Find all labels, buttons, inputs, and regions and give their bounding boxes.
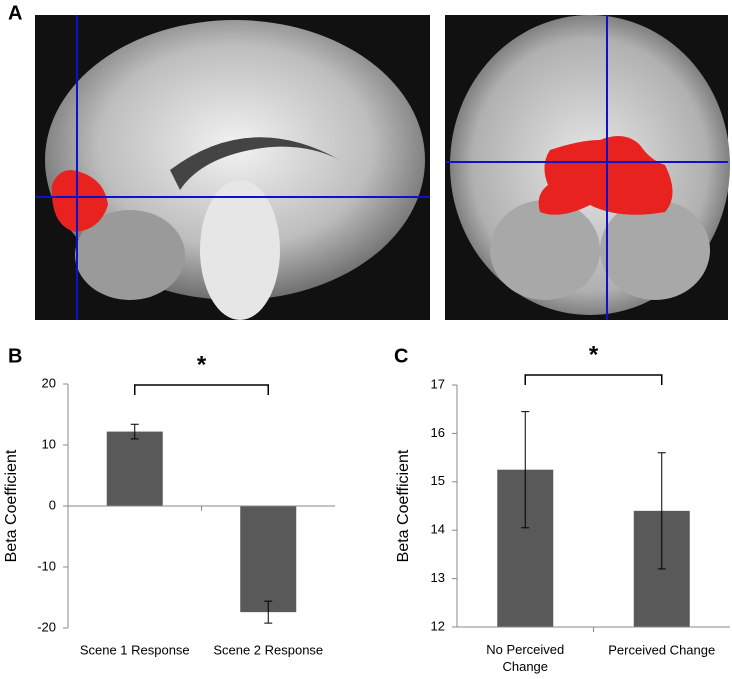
y-tick-label: 20 bbox=[42, 375, 56, 390]
y-tick-label: -10 bbox=[37, 558, 56, 573]
y-tick-label: 17 bbox=[431, 376, 445, 391]
y-tick-label: 10 bbox=[42, 436, 56, 451]
bar bbox=[240, 506, 297, 613]
y-tick-label: 13 bbox=[431, 570, 445, 585]
x-tick-label: Scene 1 Response bbox=[80, 642, 190, 657]
significance-bracket bbox=[134, 384, 269, 395]
y-tick-label: -20 bbox=[37, 619, 56, 634]
significance-marker: * bbox=[589, 341, 599, 368]
error-bar bbox=[521, 411, 530, 529]
coronal-image bbox=[445, 15, 730, 320]
x-tick-label: Perceived Change bbox=[608, 642, 715, 657]
panel-label: B bbox=[8, 345, 22, 367]
sagittal-image bbox=[35, 15, 430, 320]
y-tick-label: 12 bbox=[431, 618, 445, 633]
error-bar bbox=[657, 452, 666, 570]
error-bar bbox=[264, 600, 273, 624]
x-tick-label: Scene 2 Response bbox=[213, 642, 323, 657]
significance-bracket bbox=[524, 374, 663, 385]
y-tick-label: 0 bbox=[49, 497, 56, 512]
x-tick-label: No Perceived Change bbox=[486, 642, 564, 674]
y-tick-label: 16 bbox=[431, 425, 445, 440]
significance-marker: * bbox=[197, 351, 207, 378]
bar bbox=[106, 431, 163, 506]
y-axis-label: Beta Coefficient bbox=[3, 449, 20, 562]
y-tick-label: 15 bbox=[431, 473, 445, 488]
error-bar bbox=[130, 423, 139, 440]
y-axis-label: Beta Coefficient bbox=[395, 449, 412, 562]
y-tick-label: 14 bbox=[431, 522, 445, 537]
panel-label: C bbox=[394, 345, 408, 367]
panel-label: A bbox=[8, 2, 22, 24]
